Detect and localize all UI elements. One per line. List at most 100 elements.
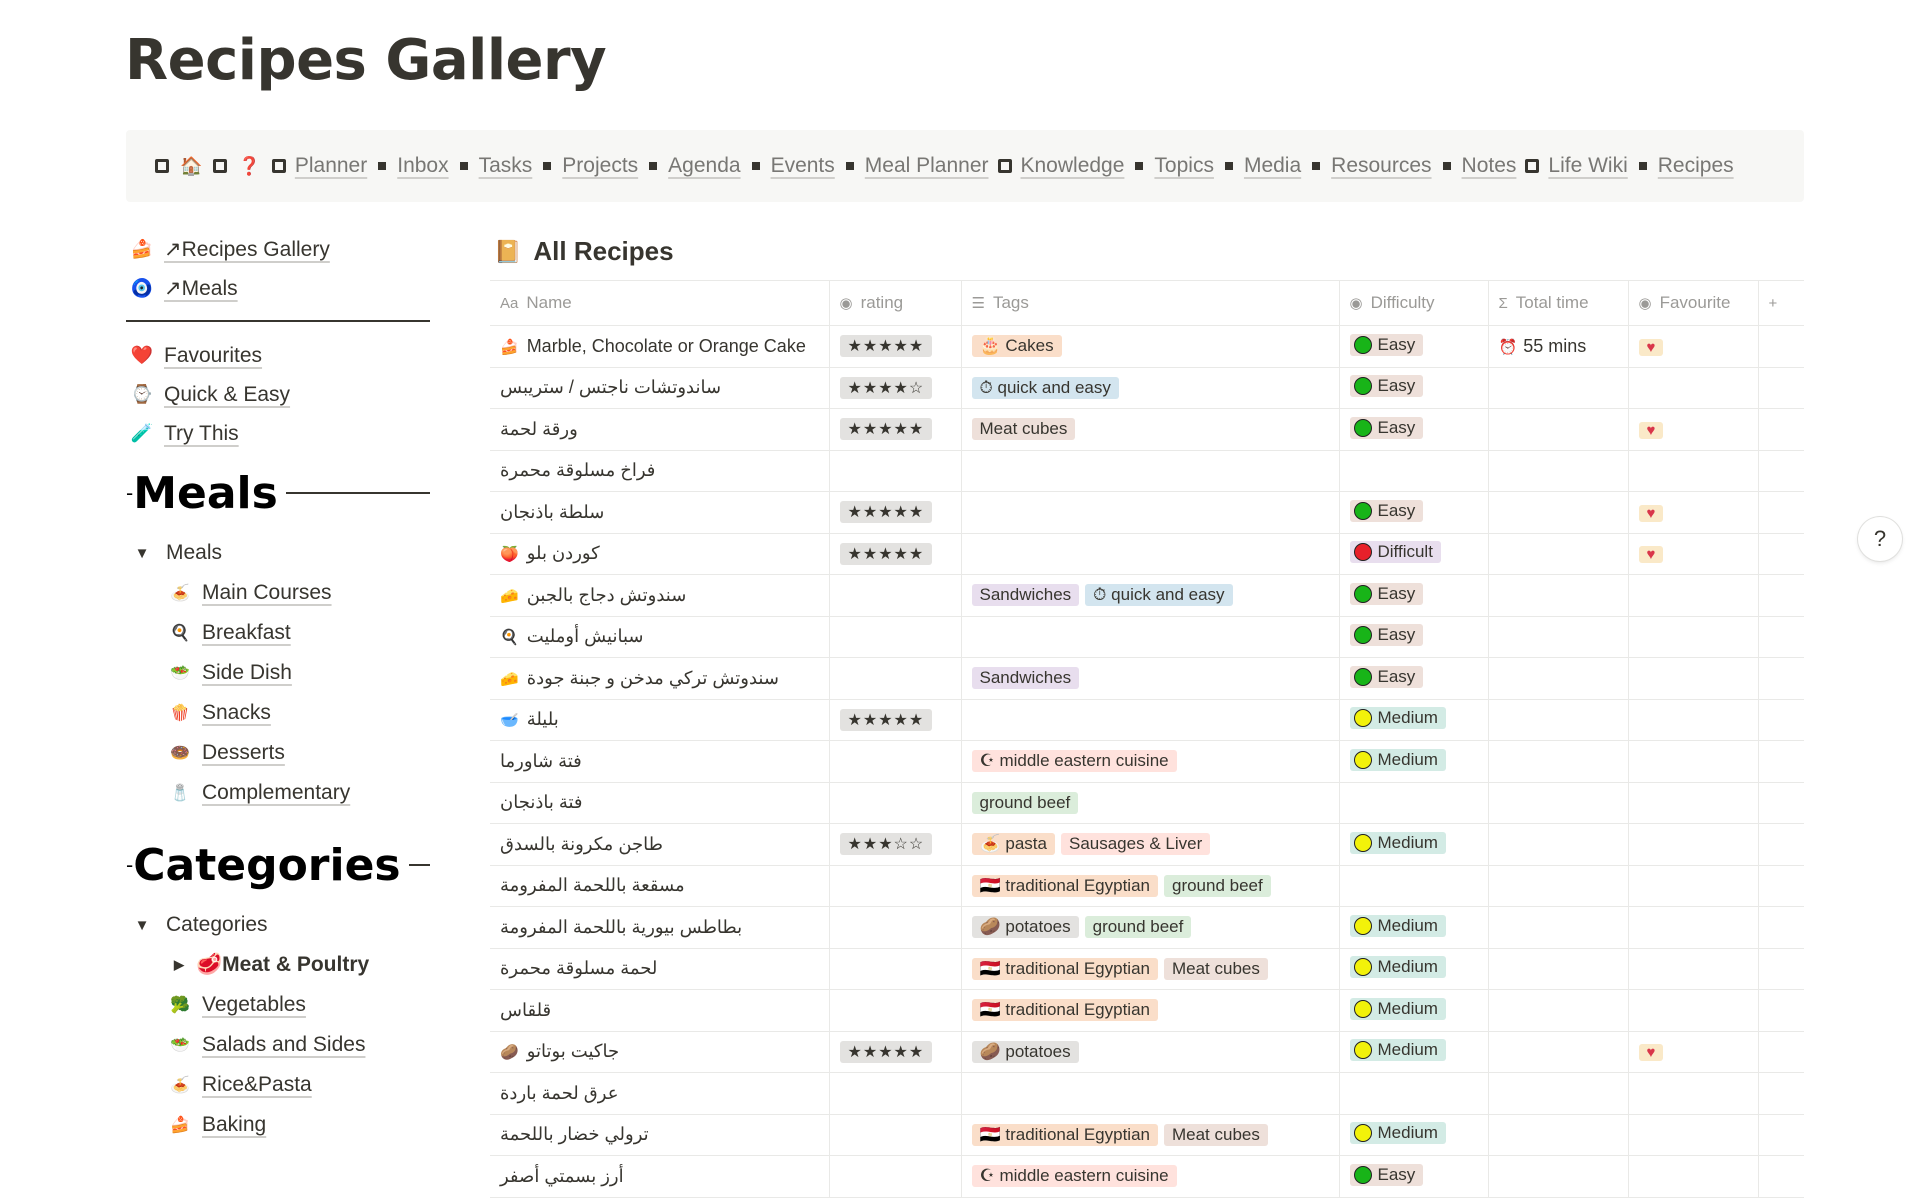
nav-link-meal-planner[interactable]: Meal Planner xyxy=(864,154,989,177)
total-time-cell[interactable] xyxy=(1488,1072,1629,1115)
recipe-name-cell[interactable]: 🥣 بليلة xyxy=(490,699,830,741)
rating-cell[interactable]: ★★★★★ xyxy=(829,533,962,575)
categories-toggle[interactable]: ▼ Categories xyxy=(126,905,430,945)
category-item-salads-and-sides[interactable]: 🥗 Salads and Sides xyxy=(126,1025,430,1065)
total-time-cell[interactable]: ⏰ 55 mins xyxy=(1488,325,1629,368)
tags-cell[interactable]: 🥔 potatoes ground beef xyxy=(961,906,1340,949)
tags-cell[interactable]: 🇪🇬 traditional Egyptian Meat cubes xyxy=(961,948,1340,990)
column-header-add[interactable]: + xyxy=(1758,280,1804,326)
nav-link-agenda[interactable]: Agenda xyxy=(668,154,741,177)
difficulty-cell[interactable]: Easy xyxy=(1339,408,1489,451)
table-row[interactable]: فراخ مسلوقة محمرة xyxy=(490,450,1804,492)
favourite-cell[interactable] xyxy=(1628,948,1759,990)
recipe-name-cell[interactable]: بطاطس بيورية باللحمة المفرومة xyxy=(490,906,830,949)
favourite-cell[interactable] xyxy=(1628,782,1759,824)
database-title[interactable]: 📔 All Recipes xyxy=(494,236,674,267)
help-button[interactable]: ? xyxy=(1858,517,1902,561)
total-time-cell[interactable] xyxy=(1488,906,1629,949)
category-item-rice-pasta[interactable]: 🍝 Rice&Pasta xyxy=(126,1065,430,1105)
recipe-name-cell[interactable]: فتة باذنجان xyxy=(490,782,830,824)
tags-cell[interactable]: ☪ middle eastern cuisine xyxy=(961,1155,1340,1198)
sidebar-link-0[interactable]: 🍰 ↗Recipes Gallery xyxy=(126,230,430,269)
total-time-cell[interactable] xyxy=(1488,533,1629,575)
difficulty-cell[interactable]: Medium xyxy=(1339,906,1489,949)
table-row[interactable]: 🍰 Marble, Chocolate or Orange Cake ★★★★★ 🎂 … xyxy=(490,325,1804,368)
difficulty-cell[interactable]: Medium xyxy=(1339,948,1489,990)
recipe-name-cell[interactable]: 🍳 سبانيش أومليت xyxy=(490,616,830,658)
rating-cell[interactable]: ★★★★★ xyxy=(829,325,962,368)
difficulty-cell[interactable]: Easy xyxy=(1339,616,1489,658)
table-row[interactable]: ساندوتشات ناجتس / ستريبس ★★★★☆ ⏱ quick and… xyxy=(490,367,1804,409)
triangle-right-icon[interactable]: ▶ xyxy=(174,957,184,972)
triangle-down-icon[interactable]: ▼ xyxy=(134,916,150,934)
triangle-down-icon[interactable]: ▼ xyxy=(134,544,150,562)
nav-link-events[interactable]: Events xyxy=(770,154,835,177)
meals-toggle[interactable]: ▼ Meals xyxy=(126,533,430,573)
table-row[interactable]: لحمة مسلوقة محمرة 🇪🇬 traditional Egyptian… xyxy=(490,948,1804,990)
rating-cell[interactable]: ★★★★★ xyxy=(829,699,962,741)
rating-cell[interactable] xyxy=(829,1155,962,1198)
rating-cell[interactable] xyxy=(829,948,962,990)
favourite-cell[interactable] xyxy=(1628,740,1759,783)
difficulty-cell[interactable]: Medium xyxy=(1339,823,1489,866)
favourite-cell[interactable] xyxy=(1628,865,1759,907)
nav-link-knowledge[interactable]: Knowledge xyxy=(1020,154,1125,177)
table-row[interactable]: 🍑 كوردن بلو ★★★★★ Difficult ♥ xyxy=(490,533,1804,575)
nav-link-resources[interactable]: Resources xyxy=(1331,154,1432,177)
rating-cell[interactable] xyxy=(829,616,962,658)
home-icon[interactable]: 🏠 xyxy=(180,155,203,176)
table-row[interactable]: فتة شاورما ☪ middle eastern cuisine Medium xyxy=(490,740,1804,783)
favourite-cell[interactable] xyxy=(1628,1114,1759,1156)
rating-cell[interactable] xyxy=(829,989,962,1032)
favourite-cell[interactable] xyxy=(1628,989,1759,1032)
difficulty-cell[interactable] xyxy=(1339,782,1489,824)
table-row[interactable]: 🧀 سندوتش دجاج بالجبن Sandwiches ⏱ quick and… xyxy=(490,574,1804,617)
table-row[interactable]: ورقة لحمة ★★★★★ Meat cubes Easy ♥ xyxy=(490,408,1804,451)
tags-cell[interactable]: Sandwiches ⏱ quick and easy xyxy=(961,574,1340,617)
total-time-cell[interactable] xyxy=(1488,1031,1629,1073)
difficulty-cell[interactable]: Medium xyxy=(1339,989,1489,1032)
difficulty-cell[interactable]: Difficult xyxy=(1339,533,1489,575)
recipe-name-cell[interactable]: سلطة باذنجان xyxy=(490,491,830,534)
difficulty-cell[interactable]: Medium xyxy=(1339,1114,1489,1156)
tags-cell[interactable]: ground beef xyxy=(961,782,1340,824)
tags-cell[interactable]: 🥔 potatoes xyxy=(961,1031,1340,1073)
nav-link-media[interactable]: Media xyxy=(1243,154,1302,177)
rating-cell[interactable]: ★★★★★ xyxy=(829,491,962,534)
table-row[interactable]: ترولي خضار باللحمة 🇪🇬 traditional Egyptia… xyxy=(490,1114,1804,1156)
tags-cell[interactable]: 🇪🇬 traditional Egyptian ground beef xyxy=(961,865,1340,907)
recipe-name-cell[interactable]: قلقاس xyxy=(490,989,830,1032)
favourite-cell[interactable] xyxy=(1628,450,1759,492)
total-time-cell[interactable] xyxy=(1488,823,1629,866)
sidebar-filter-try-this[interactable]: 🧪 Try This xyxy=(126,414,430,453)
difficulty-cell[interactable]: Easy xyxy=(1339,367,1489,409)
nav-link-tasks[interactable]: Tasks xyxy=(478,154,533,177)
table-row[interactable]: 🍳 سبانيش أومليت Easy xyxy=(490,616,1804,658)
rating-cell[interactable]: ★★★☆☆ xyxy=(829,823,962,866)
column-header-favourite[interactable]: ◉ Favourite xyxy=(1628,280,1759,326)
tags-cell[interactable]: 🍝 pasta Sausages & Liver xyxy=(961,823,1340,866)
total-time-cell[interactable] xyxy=(1488,367,1629,409)
difficulty-cell[interactable]: Medium xyxy=(1339,740,1489,783)
favourite-cell[interactable] xyxy=(1628,699,1759,741)
total-time-cell[interactable] xyxy=(1488,989,1629,1032)
column-header-tags[interactable]: ☰ Tags xyxy=(961,280,1340,326)
total-time-cell[interactable] xyxy=(1488,865,1629,907)
total-time-cell[interactable] xyxy=(1488,699,1629,741)
rating-cell[interactable] xyxy=(829,1072,962,1115)
recipe-name-cell[interactable]: أرز بسمتي أصفر xyxy=(490,1155,830,1198)
recipe-name-cell[interactable]: ساندوتشات ناجتس / ستريبس xyxy=(490,367,830,409)
favourite-cell[interactable]: ♥ xyxy=(1628,1031,1759,1073)
table-row[interactable]: فتة باذنجان ground beef xyxy=(490,782,1804,824)
table-row[interactable]: 🥣 بليلة ★★★★★ Medium xyxy=(490,699,1804,741)
meal-item-side-dish[interactable]: 🥗 Side Dish xyxy=(126,653,430,693)
rating-cell[interactable]: ★★★★★ xyxy=(829,1031,962,1073)
rating-cell[interactable] xyxy=(829,1114,962,1156)
difficulty-cell[interactable]: Easy xyxy=(1339,325,1489,368)
column-header-difficulty[interactable]: ◉ Difficulty xyxy=(1339,280,1489,326)
total-time-cell[interactable] xyxy=(1488,408,1629,451)
favourite-cell[interactable] xyxy=(1628,657,1759,700)
column-header-rating[interactable]: ◉ rating xyxy=(829,280,962,326)
recipe-name-cell[interactable]: طاجن مكرونة بالسدق xyxy=(490,823,830,866)
tags-cell[interactable] xyxy=(961,616,1340,658)
